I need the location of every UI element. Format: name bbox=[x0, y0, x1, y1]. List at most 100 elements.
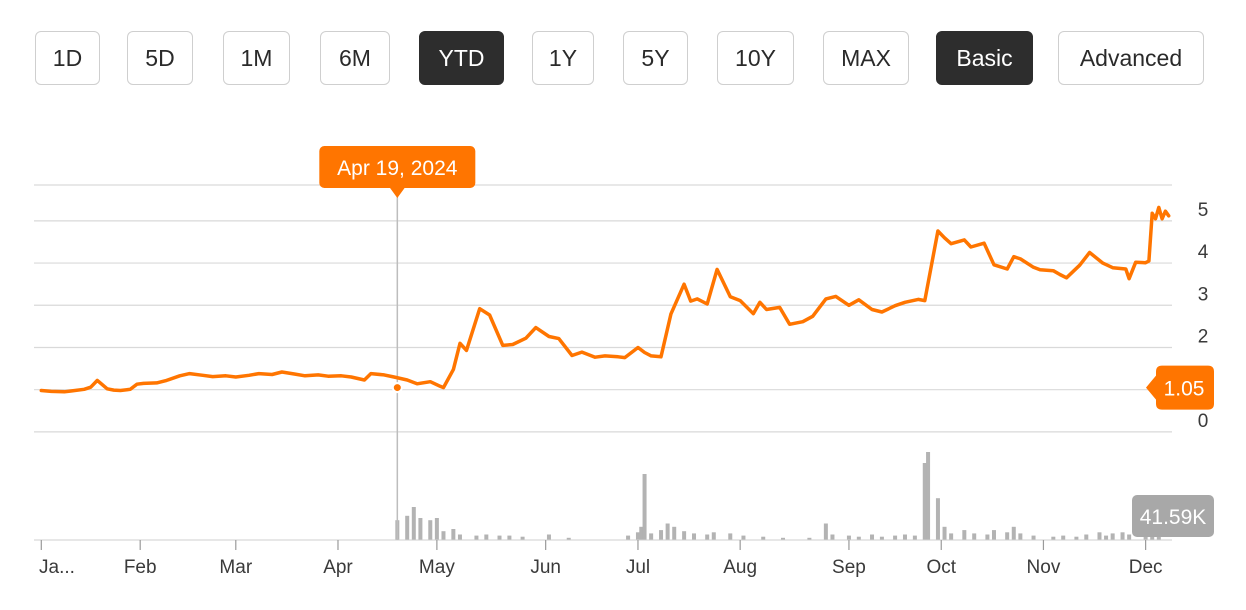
volume-bar bbox=[870, 534, 875, 540]
volume-bar bbox=[1110, 533, 1115, 540]
volume-bar bbox=[672, 526, 677, 540]
range-selector: 1D 5D 1M 6M YTD 1Y 5Y 10Y MAX Basic Adva… bbox=[0, 0, 1246, 110]
volume-bar bbox=[761, 536, 766, 540]
tooltip-arrow bbox=[389, 187, 406, 198]
mode-button-advanced[interactable]: Advanced bbox=[1058, 31, 1204, 85]
y-tick-label: 3 bbox=[1198, 284, 1209, 305]
volume-bars bbox=[395, 452, 1161, 540]
x-tick-label: Nov bbox=[1027, 557, 1061, 578]
volume-bar bbox=[1011, 526, 1016, 540]
volume-bar bbox=[856, 536, 861, 540]
volume-bar bbox=[1031, 535, 1036, 540]
volume-bar bbox=[823, 523, 828, 540]
range-button-label: 1D bbox=[52, 44, 83, 71]
range-button-label: YTD bbox=[438, 44, 485, 71]
hover-date-tooltip: Apr 19, 2024 bbox=[319, 146, 476, 198]
volume-bar bbox=[626, 535, 631, 540]
price-chart[interactable]: 012345 Ja...FebMarAprMayJunJulAugSepOctN… bbox=[0, 110, 1246, 610]
range-button-5y[interactable]: 5Y bbox=[623, 31, 688, 85]
volume-bar bbox=[879, 536, 884, 540]
x-tick-label: Apr bbox=[323, 557, 353, 578]
volume-bar bbox=[991, 530, 996, 540]
volume-bar bbox=[639, 526, 644, 540]
volume-bar bbox=[926, 452, 931, 540]
mode-button-basic[interactable]: Basic bbox=[936, 31, 1033, 85]
volume-bar bbox=[434, 518, 439, 540]
hover-dot bbox=[391, 382, 403, 394]
volume-bar bbox=[441, 531, 446, 540]
volume-bar bbox=[1005, 532, 1010, 540]
y-tick-label: 5 bbox=[1198, 200, 1209, 221]
range-button-max[interactable]: MAX bbox=[823, 31, 909, 85]
volume-bar bbox=[659, 530, 664, 540]
volume-bar bbox=[692, 533, 697, 540]
volume-bar bbox=[642, 474, 647, 540]
range-button-label: MAX bbox=[841, 44, 891, 71]
volume-bar bbox=[1120, 532, 1125, 540]
volume-bar bbox=[962, 530, 967, 540]
range-button-label: 5D bbox=[145, 44, 175, 71]
volume-bar bbox=[922, 463, 927, 540]
tooltip-date: Apr 19, 2024 bbox=[337, 157, 458, 180]
volume-bar bbox=[665, 523, 670, 540]
volume-bar bbox=[741, 535, 746, 540]
range-button-label: 10Y bbox=[735, 44, 776, 71]
volume-bar bbox=[405, 515, 410, 540]
volume-bar bbox=[972, 533, 977, 540]
current-value-badge: 1.05 bbox=[1146, 365, 1214, 410]
volume-bar bbox=[830, 534, 835, 540]
volume-bar bbox=[807, 537, 812, 540]
gridlines bbox=[34, 184, 1172, 433]
volume-bar bbox=[935, 498, 940, 540]
volume-value-text: 41.59K bbox=[1140, 506, 1207, 529]
volume-bar bbox=[1084, 534, 1089, 540]
current-value-badge-shape bbox=[1146, 365, 1214, 410]
range-button-label: 1M bbox=[240, 44, 273, 71]
volume-bar bbox=[1074, 536, 1079, 540]
x-tick-label: Aug bbox=[723, 557, 757, 578]
x-tick-label: May bbox=[419, 557, 455, 578]
range-button-1y[interactable]: 1Y bbox=[532, 31, 594, 85]
volume-bar bbox=[985, 534, 990, 540]
range-button-1d[interactable]: 1D bbox=[35, 31, 100, 85]
volume-bar bbox=[711, 532, 716, 540]
volume-bar bbox=[635, 532, 640, 540]
range-button-5d[interactable]: 5D bbox=[127, 31, 193, 85]
volume-bar bbox=[781, 537, 786, 540]
volume-bar bbox=[520, 536, 525, 540]
volume-bar bbox=[682, 531, 687, 540]
range-button-1m[interactable]: 1M bbox=[223, 31, 290, 85]
volume-bar bbox=[484, 534, 489, 540]
range-button-label: 1Y bbox=[548, 44, 578, 71]
current-value-text: 1.05 bbox=[1164, 378, 1205, 401]
x-tick-label: Feb bbox=[124, 557, 157, 578]
volume-bar bbox=[546, 534, 551, 540]
y-tick-label: 0 bbox=[1198, 411, 1209, 432]
range-button-ytd[interactable]: YTD bbox=[419, 31, 504, 85]
volume-bar bbox=[1127, 534, 1132, 540]
volume-bar bbox=[507, 535, 512, 540]
x-tick-label: Mar bbox=[219, 557, 252, 578]
volume-bar bbox=[1051, 536, 1056, 540]
volume-bar bbox=[649, 533, 654, 540]
y-tick-label: 4 bbox=[1198, 242, 1209, 263]
x-tick-label: Oct bbox=[926, 557, 956, 578]
volume-bar bbox=[912, 535, 917, 540]
range-button-6m[interactable]: 6M bbox=[320, 31, 390, 85]
volume-bar bbox=[457, 534, 462, 540]
mode-button-label: Advanced bbox=[1079, 44, 1183, 71]
volume-bar bbox=[705, 534, 710, 540]
volume-bar bbox=[893, 535, 898, 540]
volume-badge: 41.59K bbox=[1132, 495, 1214, 537]
volume-bar bbox=[846, 535, 851, 540]
volume-bar bbox=[942, 526, 947, 540]
volume-bar bbox=[1097, 532, 1102, 540]
volume-bar bbox=[1061, 535, 1066, 540]
x-tick-label: Jul bbox=[626, 557, 650, 578]
range-button-label: 6M bbox=[339, 44, 371, 71]
volume-bar bbox=[451, 529, 456, 540]
volume-bar bbox=[902, 534, 907, 540]
range-button-10y[interactable]: 10Y bbox=[717, 31, 794, 85]
tooltip-box bbox=[319, 146, 476, 188]
mode-button-label: Basic bbox=[956, 44, 1013, 71]
